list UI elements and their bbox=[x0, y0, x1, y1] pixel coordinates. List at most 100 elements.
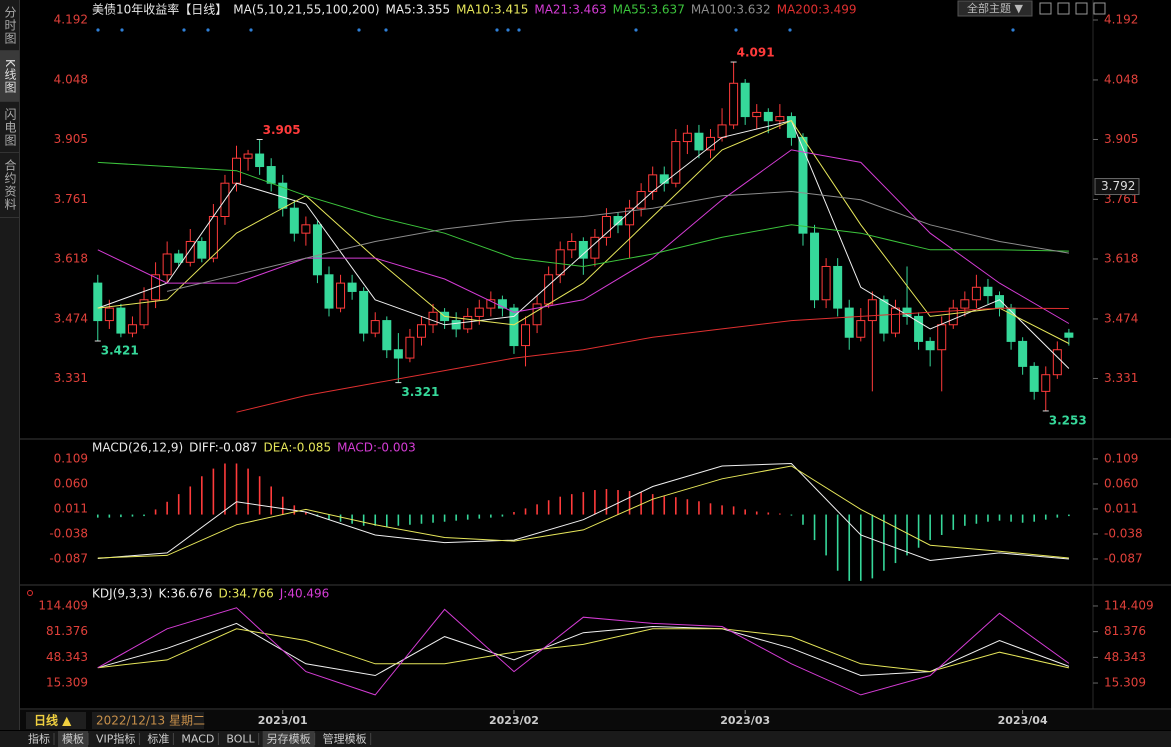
candle-body bbox=[821, 265, 831, 301]
candle-body bbox=[255, 153, 265, 168]
y-tick-label: 81.376 bbox=[1104, 624, 1146, 638]
y-tick-label: 0.109 bbox=[1104, 451, 1138, 465]
y-tick-label: 48.343 bbox=[46, 650, 88, 664]
tab-label[interactable]: VIP指标 bbox=[96, 732, 135, 746]
y-tick-label: 48.343 bbox=[1104, 650, 1146, 664]
y-tick-label: 3.905 bbox=[54, 132, 88, 146]
tab-label[interactable]: 指标 bbox=[28, 732, 50, 746]
tab-label[interactable]: MACD bbox=[181, 733, 214, 746]
tab[interactable] bbox=[222, 731, 259, 747]
tab[interactable] bbox=[318, 731, 371, 747]
legend-entry: D:34.766 bbox=[218, 587, 273, 601]
candle-body bbox=[729, 82, 739, 126]
candle-body bbox=[682, 132, 692, 143]
x-tick-label: 2023/02 bbox=[489, 714, 539, 727]
line-series bbox=[97, 465, 1069, 559]
candle-body bbox=[578, 240, 588, 259]
candle-body bbox=[636, 191, 646, 209]
candle-body bbox=[359, 290, 369, 334]
line-series bbox=[97, 149, 1070, 324]
candle-body bbox=[382, 320, 392, 351]
theme-button-label[interactable]: 全部主题 ▼ bbox=[967, 1, 1023, 15]
candle-body bbox=[995, 295, 1005, 309]
legend-entry: MACD(26,12,9) bbox=[92, 441, 183, 455]
line-series bbox=[97, 628, 1070, 673]
legend-entry: MA55:3.637 bbox=[613, 3, 685, 17]
y-tick-label: 0.060 bbox=[1104, 476, 1138, 490]
y-tick-label: -0.038 bbox=[49, 526, 88, 540]
tab-label[interactable]: BOLL bbox=[226, 733, 255, 746]
candle-body bbox=[671, 141, 681, 184]
side-tab[interactable]: 闪电图 bbox=[0, 102, 19, 153]
y-tick-label: 0.011 bbox=[54, 501, 88, 515]
legend-entry: MA100:3.632 bbox=[691, 3, 771, 17]
tab-bar bbox=[0, 731, 1171, 747]
period-button[interactable] bbox=[26, 712, 86, 729]
tab-label[interactable]: 模板 bbox=[62, 732, 84, 746]
tab[interactable] bbox=[92, 731, 140, 747]
side-tab[interactable]: 合约资料 bbox=[0, 153, 19, 218]
panel-icon bbox=[27, 590, 33, 596]
candle-body bbox=[474, 307, 484, 317]
candle-body bbox=[613, 216, 623, 226]
candle-body bbox=[925, 340, 935, 351]
y-tick-label: 3.331 bbox=[1104, 371, 1138, 385]
candle-body bbox=[879, 299, 889, 334]
y-tick-label: 15.309 bbox=[1104, 676, 1146, 690]
y-tick-label: 114.409 bbox=[38, 598, 88, 612]
sidebar: 分时图 K线图 闪电图 合约资料 bbox=[0, 0, 20, 730]
tab-label[interactable]: 标准 bbox=[147, 732, 169, 746]
tab[interactable] bbox=[58, 731, 88, 747]
y-tick-label: 3.474 bbox=[1104, 311, 1138, 325]
theme-button[interactable] bbox=[957, 0, 1033, 17]
side-tab[interactable]: 分时图 bbox=[0, 0, 19, 51]
legend-entry: KDJ(9,3,3) bbox=[92, 587, 153, 601]
candle-body bbox=[775, 116, 785, 122]
candle-body bbox=[509, 307, 519, 347]
side-tab[interactable]: K线图 bbox=[0, 51, 19, 102]
annotation: 3.253 bbox=[1049, 413, 1087, 427]
y-tick-label: 15.309 bbox=[46, 676, 88, 690]
tab[interactable] bbox=[143, 731, 174, 747]
tab[interactable] bbox=[177, 731, 219, 747]
candle-body bbox=[601, 216, 611, 238]
candle-body bbox=[960, 299, 970, 309]
tab[interactable] bbox=[262, 731, 315, 747]
candle-body bbox=[208, 216, 218, 259]
toolbar-icons[interactable] bbox=[1039, 2, 1106, 15]
y-tick-label: 3.618 bbox=[54, 251, 88, 265]
candle-body bbox=[717, 124, 727, 138]
y-tick-label: 0.109 bbox=[54, 451, 88, 465]
cursor-box bbox=[1094, 178, 1140, 196]
candle-body bbox=[174, 253, 184, 263]
y-tick-label: 4.192 bbox=[54, 12, 88, 26]
candle-body bbox=[532, 303, 542, 326]
tab-label[interactable]: 另存模板 bbox=[267, 732, 311, 746]
line-series bbox=[97, 120, 1070, 344]
y-tick-label: 3.331 bbox=[54, 371, 88, 385]
cursor-value: 3.792 bbox=[1101, 179, 1135, 193]
tab[interactable] bbox=[24, 731, 54, 747]
candle-body bbox=[983, 286, 993, 297]
candle-body bbox=[810, 232, 820, 301]
candle-body bbox=[971, 286, 981, 301]
candle-body bbox=[948, 307, 958, 326]
period-label[interactable]: 日线 ▲ bbox=[34, 713, 72, 728]
y-tick-label: 0.060 bbox=[54, 476, 88, 490]
candle-body bbox=[185, 240, 195, 263]
candle-body bbox=[694, 132, 704, 151]
line-series bbox=[166, 190, 1069, 292]
line-series bbox=[97, 462, 1069, 562]
candle-body bbox=[347, 282, 357, 292]
candle-body bbox=[127, 324, 137, 334]
candle-body bbox=[1052, 349, 1062, 376]
line-series bbox=[97, 161, 1069, 268]
tab-label[interactable]: 管理模板 bbox=[323, 732, 367, 746]
legend-entry: MA21:3.463 bbox=[534, 3, 606, 17]
candle-body bbox=[336, 282, 346, 309]
y-tick-label: 3.761 bbox=[1104, 192, 1138, 206]
y-tick-label: 3.761 bbox=[54, 192, 88, 206]
y-tick-label: 4.192 bbox=[1104, 12, 1138, 26]
candle-body bbox=[740, 82, 750, 118]
